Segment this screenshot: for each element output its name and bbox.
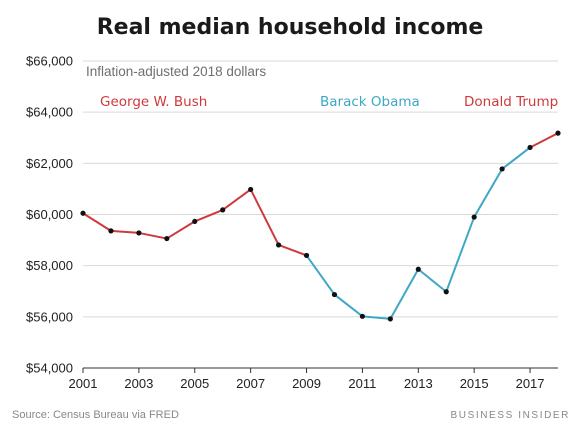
series-line-1 — [305, 146, 532, 320]
data-point-2010 — [331, 291, 338, 298]
data-point-2002 — [108, 228, 114, 234]
series-lines — [82, 132, 559, 320]
x-tick-label-0: 2001 — [69, 376, 98, 391]
y-gridlines — [83, 60, 558, 318]
chart-subtitle: Inflation-adjusted 2018 dollars — [86, 64, 266, 79]
y-tick-labels: $54,000 $56,000 $58,000 $60,000 $62,000 $64,0… — [26, 54, 73, 376]
x-tick-label-7: 2015 — [460, 376, 489, 391]
brand-wordmark: BUSINESS INSIDER — [450, 410, 570, 421]
x-tick-labels: 2001 2003 2005 2007 2009 2011 2013 2015 2017 — [69, 376, 545, 391]
data-point-2013 — [415, 266, 421, 272]
y-tick-label-2: $58,000 — [26, 258, 73, 273]
legend-label-bush: George W. Bush — [100, 94, 207, 110]
x-axis — [82, 367, 558, 373]
data-point-2016 — [499, 166, 505, 172]
data-point-2018 — [555, 130, 561, 136]
data-point-2015 — [471, 214, 477, 220]
series-line-2 — [529, 132, 559, 149]
data-point-2012 — [387, 316, 393, 322]
y-tick-label-3: $60,000 — [26, 207, 73, 222]
chart-title: Real median household income — [97, 15, 484, 40]
x-tick-label-3: 2007 — [236, 376, 265, 391]
x-tick-label-5: 2011 — [348, 376, 376, 391]
data-point-2008 — [275, 242, 282, 248]
x-tick-label-1: 2003 — [124, 376, 153, 391]
data-points — [80, 130, 561, 322]
y-tick-label-6: $66,000 — [26, 54, 73, 69]
legend-label-obama: Barack Obama — [320, 94, 420, 110]
data-point-2005 — [192, 218, 198, 225]
data-point-2007 — [248, 186, 254, 193]
y-tick-label-5: $64,000 — [26, 105, 73, 120]
data-point-2006 — [220, 207, 226, 213]
y-tick-label-4: $62,000 — [26, 156, 73, 171]
data-point-2004 — [164, 235, 170, 242]
y-tick-label-0: $54,000 — [26, 361, 73, 376]
data-point-2009 — [303, 252, 310, 259]
x-tick-label-2: 2005 — [180, 376, 209, 391]
x-tick-label-6: 2013 — [404, 376, 433, 391]
y-tick-label-1: $56,000 — [26, 309, 73, 324]
x-tick-label-8: 2017 — [516, 376, 545, 391]
data-point-2017 — [527, 144, 533, 151]
data-point-2011 — [359, 313, 366, 319]
source-note: Source: Census Bureau via FRED — [12, 409, 179, 421]
data-point-2001 — [80, 210, 86, 216]
legend-label-trump: Donald Trump — [464, 94, 558, 110]
x-tick-label-4: 2009 — [292, 376, 321, 391]
data-point-2014 — [443, 289, 449, 295]
data-point-2003 — [136, 230, 142, 236]
